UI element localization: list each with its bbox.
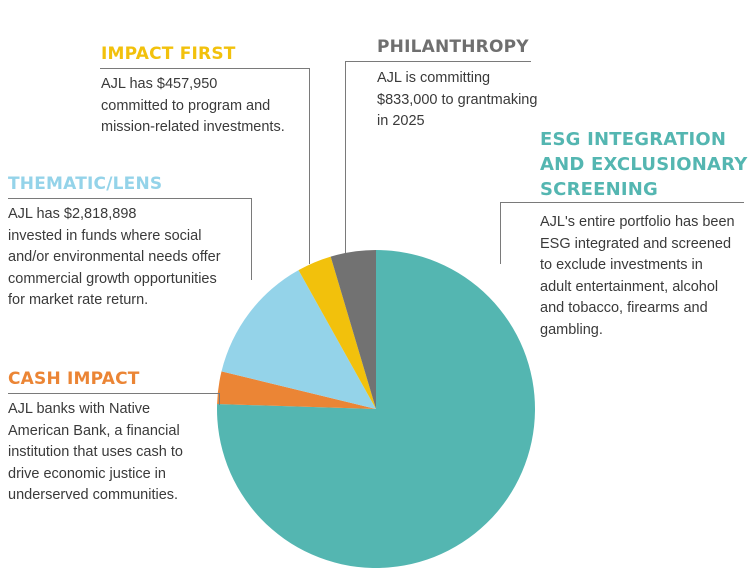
esg-title: ESG INTEGRATION AND EXCLUSIONARY SCREENI… xyxy=(540,127,747,202)
philanthropy-line: $833,000 to grantmaking xyxy=(377,91,538,108)
impact-first-rule xyxy=(100,68,309,69)
esg-line: AJL's entire portfolio has been xyxy=(540,214,735,230)
impact-first-line: AJL has $457,950 xyxy=(101,76,218,92)
thematic-rule xyxy=(8,198,251,199)
impact-first-slice xyxy=(298,256,376,409)
philanthropy-slice xyxy=(330,250,376,409)
philanthropy-line: in 2025 xyxy=(377,113,425,129)
cash-line: AJL banks with Native xyxy=(8,401,151,417)
thematic-line: and/or environmental needs offer xyxy=(8,249,221,265)
philanthropy-rule xyxy=(345,61,531,62)
esg-line: to exclude investments in xyxy=(540,257,703,273)
cash-line: underserved communities. xyxy=(8,487,179,503)
thematic-title: THEMATIC/LENS xyxy=(8,174,163,194)
thematic-description: AJL has $2,818,898 invested in funds whe… xyxy=(8,204,221,312)
esg-line: ESG integrated and screened xyxy=(540,235,732,252)
thematic-line: AJL has $2,818,898 xyxy=(8,206,137,222)
thematic-leader xyxy=(251,198,252,280)
esg-line: and tobacco, firearms and xyxy=(540,300,708,316)
philanthropy-leader xyxy=(345,61,346,253)
esg-description: AJL's entire portfolio has been ESG inte… xyxy=(540,212,747,341)
esg-leader xyxy=(500,202,501,264)
cash-leader xyxy=(219,393,220,405)
thematic-callout: THEMATIC/LENS AJL has $2,818,898 investe… xyxy=(8,172,221,312)
esg-title-line: ESG INTEGRATION xyxy=(540,129,727,150)
impact-first-line: committed to program and xyxy=(101,97,271,114)
cash-line: drive economic justice in xyxy=(8,465,166,482)
esg-rule xyxy=(500,202,744,203)
philanthropy-callout: PHILANTHROPY AJL is committing $833,000 … xyxy=(377,35,537,133)
philanthropy-description: AJL is committing $833,000 to grantmakin… xyxy=(377,68,537,133)
philanthropy-line: AJL is committing xyxy=(377,70,491,86)
esg-title-line: SCREENING xyxy=(540,179,659,200)
impact-first-description: AJL has $457,950 committed to program an… xyxy=(101,74,285,139)
cash-rule xyxy=(8,393,220,394)
thematic-slice xyxy=(221,270,376,409)
esg-slice xyxy=(217,250,536,568)
cash-callout: CASH IMPACT AJL banks with Native Americ… xyxy=(8,367,183,507)
cash-line: institution that uses cash to xyxy=(8,444,183,460)
cash-line: American Bank, a financial xyxy=(8,422,180,439)
esg-callout: ESG INTEGRATION AND EXCLUSIONARY SCREENI… xyxy=(540,127,747,341)
thematic-line: for market rate return. xyxy=(8,292,149,308)
philanthropy-title: PHILANTHROPY xyxy=(377,37,529,57)
impact-first-callout: IMPACT FIRST AJL has $457,950 committed … xyxy=(101,42,285,139)
thematic-line: invested in funds where social xyxy=(8,227,202,244)
cash-impact-slice xyxy=(217,371,376,409)
impact-first-line: mission-related investments. xyxy=(101,119,285,135)
impact-first-title: IMPACT FIRST xyxy=(101,44,236,64)
esg-line: gambling. xyxy=(540,321,603,338)
cash-title: CASH IMPACT xyxy=(8,369,140,389)
esg-title-line: AND EXCLUSIONARY xyxy=(540,154,748,175)
cash-description: AJL banks with Native American Bank, a f… xyxy=(8,399,183,507)
impact-first-leader xyxy=(309,68,310,264)
esg-line: adult entertainment, alcohol xyxy=(540,278,719,295)
thematic-line: commercial growth opportunities xyxy=(8,270,217,287)
